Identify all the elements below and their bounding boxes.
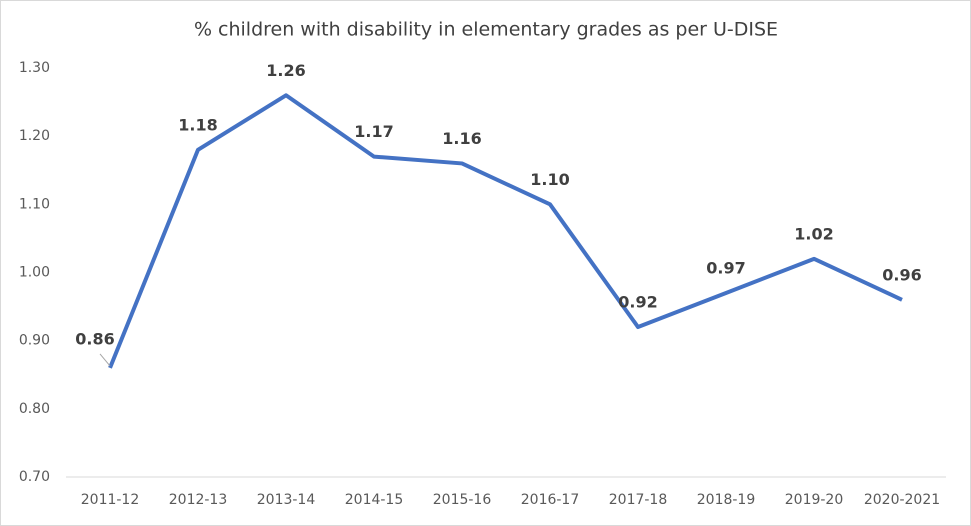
x-tick-label: 2019-20 [785,492,844,508]
value-label: 0.86 [75,329,114,348]
x-tick-label: 2012-13 [169,492,228,508]
label-leader [99,353,111,367]
value-label: 0.92 [618,293,657,312]
y-tick-label: 1.00 [19,265,50,281]
value-label: 1.26 [266,61,305,80]
y-tick-label: 0.70 [19,469,50,485]
x-tick-label: 2016-17 [521,492,580,508]
data-line [108,93,903,369]
y-tick-label: 0.90 [19,333,50,349]
value-label: 1.02 [794,224,833,243]
value-label: 0.96 [882,265,921,284]
chart-title: % children with disability in elementary… [194,19,778,41]
x-tick-label: 2017-18 [609,492,668,508]
value-label: 1.16 [442,129,481,148]
x-tick-label: 2018-19 [697,492,756,508]
y-tick-label: 1.20 [19,128,50,144]
value-label: 1.17 [354,122,393,141]
value-label: 1.10 [530,170,569,189]
x-tick-label: 2014-15 [345,492,404,508]
value-label: 1.18 [178,115,217,134]
y-tick-label: 1.10 [19,196,50,212]
x-tick-label: 2020-2021 [864,492,940,508]
value-label: 0.97 [706,258,745,277]
y-tick-label: 1.30 [19,60,50,76]
x-tick-label: 2015-16 [433,492,492,508]
x-tick-label: 2013-14 [257,492,316,508]
x-tick-label: 2011-12 [81,492,140,508]
y-tick-label: 0.80 [19,401,50,417]
